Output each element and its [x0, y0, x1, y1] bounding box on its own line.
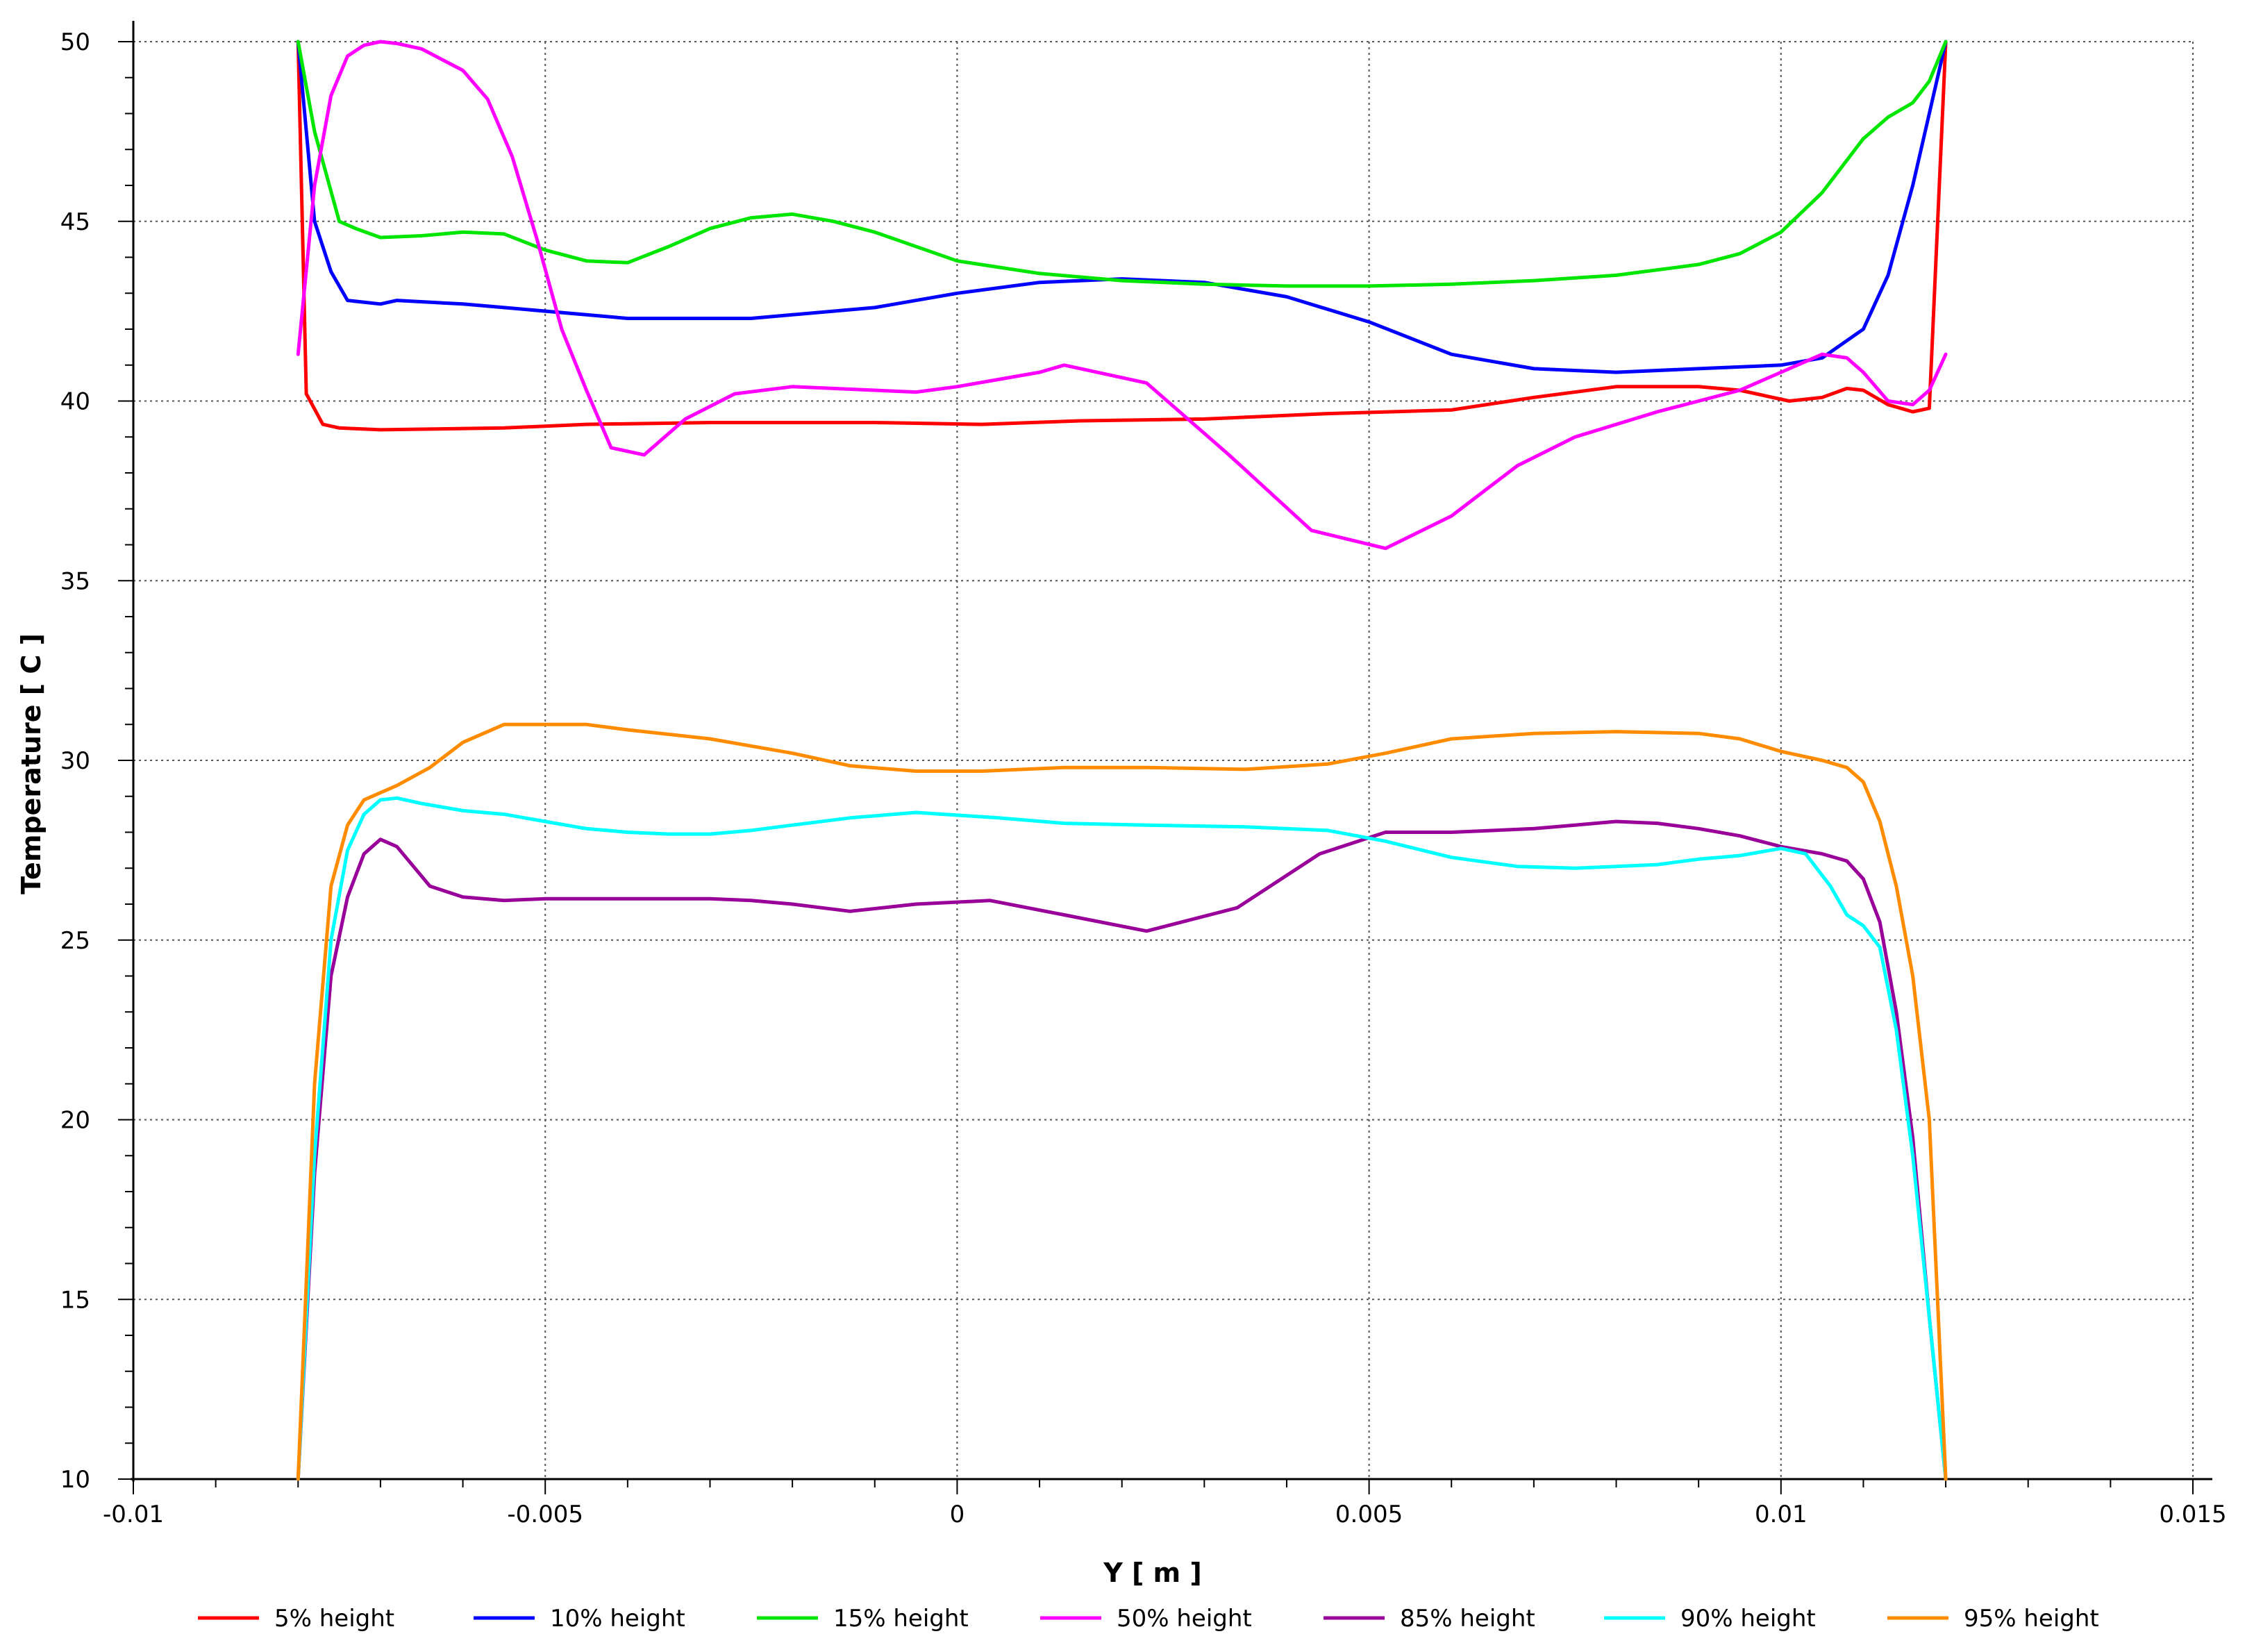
x-tick-label: -0.01 — [103, 1501, 164, 1528]
y-tick-label: 40 — [60, 388, 90, 416]
legend-label-90-height: 90% height — [1680, 1605, 1816, 1633]
y-tick-label: 25 — [60, 927, 90, 955]
legend-label-85-height: 85% height — [1400, 1605, 1535, 1633]
series-line-15-height — [296, 40, 1948, 288]
x-tick-label: -0.005 — [507, 1501, 583, 1528]
y-tick-label: 10 — [60, 1466, 90, 1494]
legend: 5% height 10% height 15% height 50% height 8… — [198, 1605, 2099, 1633]
series-line-95-height — [296, 722, 1948, 1481]
series-line-50-height — [296, 40, 1948, 551]
grid-lines — [133, 41, 2194, 1480]
legend-label-10-height: 10% height — [550, 1605, 685, 1633]
y-axis-title: Temperature [ C ] — [16, 633, 47, 894]
series-line-10-height — [296, 40, 1948, 374]
x-axis-title: Y [ m ] — [1103, 1558, 1202, 1588]
tick-labels: -0.01 -0.005 0 0.005 0.01 0.015 10 15 20 25 30 35 40… — [60, 28, 2227, 1528]
y-tick-label: 50 — [60, 28, 90, 56]
y-tick-label: 20 — [60, 1107, 90, 1135]
x-tick-label: 0.005 — [1335, 1501, 1403, 1528]
axes — [118, 21, 2212, 1494]
x-tick-label: 0.015 — [2159, 1501, 2226, 1528]
legend-label-5-height: 5% height — [274, 1605, 394, 1633]
series-lines — [296, 40, 1948, 1481]
x-tick-label: 0 — [950, 1501, 965, 1528]
series-line-85-height — [296, 819, 1948, 1481]
series-line-90-height — [296, 796, 1948, 1481]
y-tick-label: 35 — [60, 567, 90, 595]
legend-label-95-height: 95% height — [1964, 1605, 2099, 1633]
y-tick-label: 45 — [60, 208, 90, 236]
legend-label-50-height: 50% height — [1117, 1605, 1252, 1633]
series-line-5-height — [296, 40, 1948, 432]
y-tick-label: 30 — [60, 747, 90, 775]
y-tick-label: 15 — [60, 1286, 90, 1314]
x-tick-label: 0.01 — [1755, 1501, 1808, 1528]
legend-label-15-height: 15% height — [833, 1605, 969, 1633]
